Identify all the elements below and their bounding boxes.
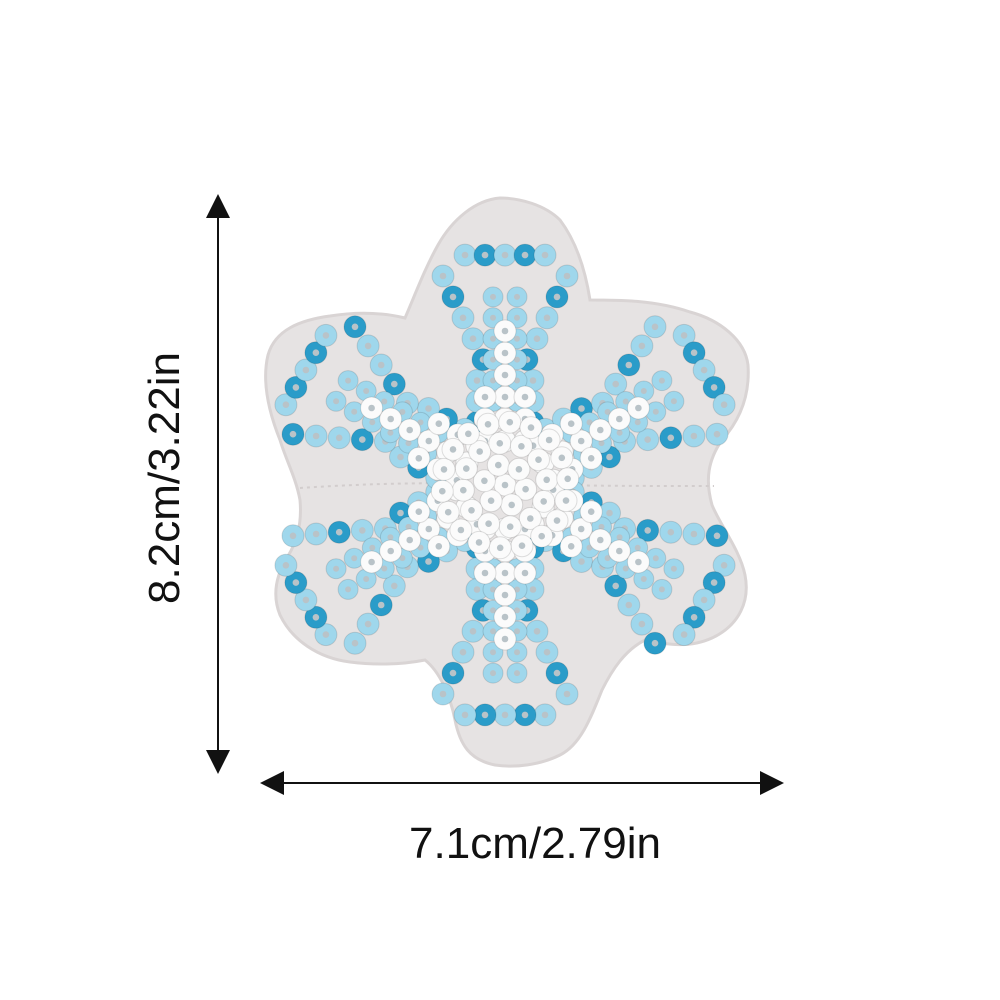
width-label: 7.1cm/2.79in <box>409 819 661 868</box>
height-label: 8.2cm/3.22in <box>140 352 189 604</box>
snowflake-sequins <box>274 243 736 727</box>
